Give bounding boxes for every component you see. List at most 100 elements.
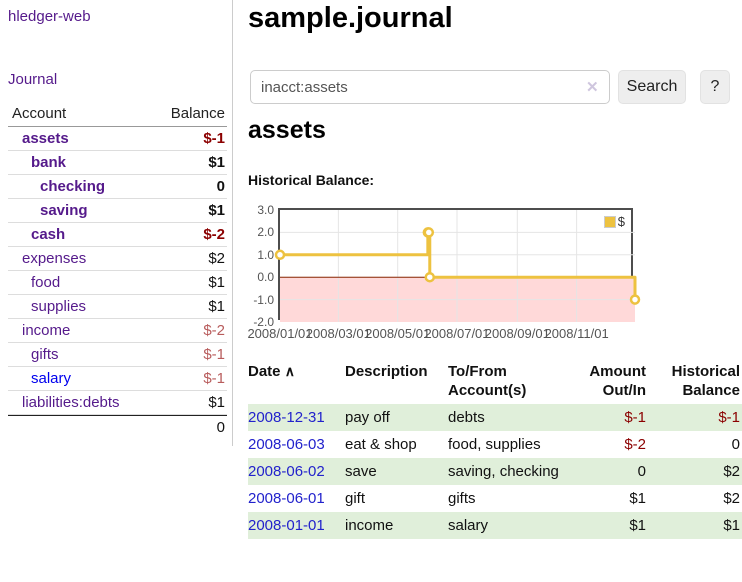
x-axis-tick-label: 2008/03/01 <box>305 326 371 341</box>
balance-cell: $2 <box>723 490 740 507</box>
balance-column-header: Balance <box>170 105 225 122</box>
account-balance: $1 <box>208 274 225 291</box>
date-header-label: Date <box>248 363 281 380</box>
y-axis-tick-label: 1.0 <box>257 247 274 262</box>
y-axis-tick-label: -1.0 <box>253 292 274 307</box>
account-heading: assets <box>248 116 326 144</box>
accounts-table-header: Account Balance <box>8 102 227 127</box>
amount-cell: $1 <box>629 517 646 534</box>
transaction-date-link[interactable]: 2008-12-31 <box>248 409 325 426</box>
accounts-rows: assets $-1 bank $1 checking 0 saving $1 cash $-2 e… <box>8 127 227 415</box>
register-row: 2008-06-02 save saving, checking 0 $2 <box>248 458 742 485</box>
app-title-link[interactable]: hledger-web <box>8 8 91 25</box>
account-balance: $1 <box>208 202 225 219</box>
register-row: 2008-06-03 eat & shop food, supplies $-2 0 <box>248 431 742 458</box>
sidebar-account-row: income $-2 <box>8 319 227 343</box>
description-cell: pay off <box>345 409 390 426</box>
account-balance: $-1 <box>203 346 225 363</box>
date-cell: 2008-06-03 <box>248 431 345 458</box>
date-cell: 2008-12-31 <box>248 404 345 431</box>
account-balance: $1 <box>208 394 225 411</box>
amount-cell: $-2 <box>624 436 646 453</box>
sidebar-account-row: assets $-1 <box>8 127 227 151</box>
date-cell: 2008-06-01 <box>248 485 345 512</box>
date-column-header[interactable]: Date ∧ <box>248 360 345 404</box>
transaction-date-link[interactable]: 2008-06-03 <box>248 436 325 453</box>
register-row: 2008-06-01 gift gifts $1 $2 <box>248 485 742 512</box>
clear-search-icon[interactable]: ✕ <box>586 79 599 96</box>
page-title: sample.journal <box>248 2 453 34</box>
sidebar-account-row: saving $1 <box>8 199 227 223</box>
y-axis-tick-label: -2.0 <box>253 315 274 329</box>
sidebar-account-row: checking 0 <box>8 175 227 199</box>
sidebar-account-row: liabilities:debts $1 <box>8 391 227 415</box>
description-column-header: Description <box>345 363 428 380</box>
chart-plot-area: $ <box>274 208 641 322</box>
sidebar-account-link[interactable]: saving <box>40 202 88 219</box>
register-header-row: Date ∧ Description To/From Account(s) Am… <box>248 360 742 404</box>
sidebar-account-row: cash $-2 <box>8 223 227 247</box>
sidebar-account-link[interactable]: expenses <box>22 250 87 267</box>
x-axis-tick-label: 2008/07/01 <box>424 326 490 341</box>
sidebar-account-row: food $1 <box>8 271 227 295</box>
account-balance: $1 <box>208 154 225 171</box>
account-balance: 0 <box>216 178 225 195</box>
account-balance: $2 <box>208 250 225 267</box>
search-form: ✕ Search ? <box>248 70 742 104</box>
amount-cell: 0 <box>637 463 646 480</box>
historical-balance-chart: 3.0 2.0 1.0 0.0 -1.0 -2.0 $ 2008/01/01 2008/03… <box>247 200 718 350</box>
description-cell: income <box>345 517 394 534</box>
register-row: 2008-12-31 pay off debts $-1 $-1 <box>248 404 742 431</box>
sidebar-account-row: supplies $1 <box>8 295 227 319</box>
x-axis-tick-label: 2008/05/01 <box>365 326 431 341</box>
sidebar: hledger-web Journal Account Balance asse… <box>0 0 233 446</box>
accounts-cell: salary <box>448 517 489 534</box>
sidebar-account-row: salary $-1 <box>8 367 227 391</box>
description-cell: save <box>345 463 377 480</box>
x-axis-tick-label: 2008/09/01 <box>484 326 550 341</box>
sidebar-account-link[interactable]: salary <box>31 370 72 387</box>
balance-column-header: Historical Balance <box>671 363 740 399</box>
accounts-cell: saving, checking <box>448 463 559 480</box>
account-balance: $-2 <box>203 322 225 339</box>
sidebar-account-link[interactable]: bank <box>31 154 67 171</box>
sidebar-account-row: bank $1 <box>8 151 227 175</box>
sidebar-account-link[interactable]: food <box>31 274 61 291</box>
transaction-date-link[interactable]: 2008-06-01 <box>248 490 325 507</box>
search-button[interactable]: Search <box>618 70 686 104</box>
sort-ascending-icon: ∧ <box>284 363 295 379</box>
amount-cell: $1 <box>629 490 646 507</box>
account-balance: $-2 <box>203 226 225 243</box>
account-balance: $1 <box>208 298 225 315</box>
legend-label: $ <box>617 214 625 229</box>
accounts-cell: gifts <box>448 490 476 507</box>
balance-cell: 0 <box>731 436 740 453</box>
account-balance: $-1 <box>203 130 225 147</box>
date-cell: 2008-06-02 <box>248 458 345 485</box>
sidebar-account-row: gifts $-1 <box>8 343 227 367</box>
sidebar-account-link[interactable]: assets <box>22 130 69 147</box>
transaction-date-link[interactable]: 2008-01-01 <box>248 517 325 534</box>
y-axis-tick-label: 2.0 <box>257 225 274 240</box>
sidebar-account-link[interactable]: gifts <box>31 346 59 363</box>
account-balance: $-1 <box>203 370 225 387</box>
sidebar-account-link[interactable]: income <box>22 322 71 339</box>
accounts-total-row: 0 <box>8 415 227 439</box>
search-input[interactable] <box>250 70 610 104</box>
x-axis-tick-label: 2008/01/01 <box>247 326 313 341</box>
transaction-date-link[interactable]: 2008-06-02 <box>248 463 325 480</box>
sidebar-account-link[interactable]: liabilities:debts <box>22 394 120 411</box>
help-button[interactable]: ? <box>700 70 730 104</box>
accounts-total-value: 0 <box>216 419 225 436</box>
description-cell: gift <box>345 490 366 507</box>
sidebar-account-row: expenses $2 <box>8 247 227 271</box>
accounts-table: Account Balance assets $-1 bank $1 checking 0… <box>8 102 227 439</box>
sidebar-account-link[interactable]: cash <box>31 226 66 243</box>
x-axis-tick-label: 2008/11/01 <box>544 326 609 341</box>
sidebar-account-link[interactable]: supplies <box>31 298 87 315</box>
balance-cell: $2 <box>723 463 740 480</box>
sidebar-item-journal[interactable]: Journal <box>8 71 58 88</box>
sidebar-account-link[interactable]: checking <box>40 178 106 195</box>
chart-legend: $ <box>602 214 625 229</box>
